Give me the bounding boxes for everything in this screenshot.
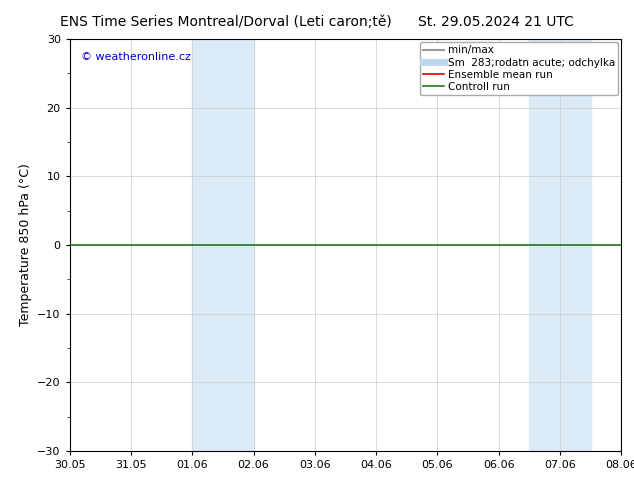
Y-axis label: Temperature 850 hPa (°C): Temperature 850 hPa (°C) [18, 164, 32, 326]
Text: ENS Time Series Montreal/Dorval (Leti caron;tě)      St. 29.05.2024 21 UTC: ENS Time Series Montreal/Dorval (Leti ca… [60, 15, 574, 29]
Bar [192, 39, 254, 451]
Text: © weatheronline.cz: © weatheronline.cz [81, 51, 191, 62]
Bar [529, 39, 591, 451]
Legend: min/max, Sm  283;rodatn acute; odchylka, Ensemble mean run, Controll run: min/max, Sm 283;rodatn acute; odchylka, … [420, 42, 618, 95]
